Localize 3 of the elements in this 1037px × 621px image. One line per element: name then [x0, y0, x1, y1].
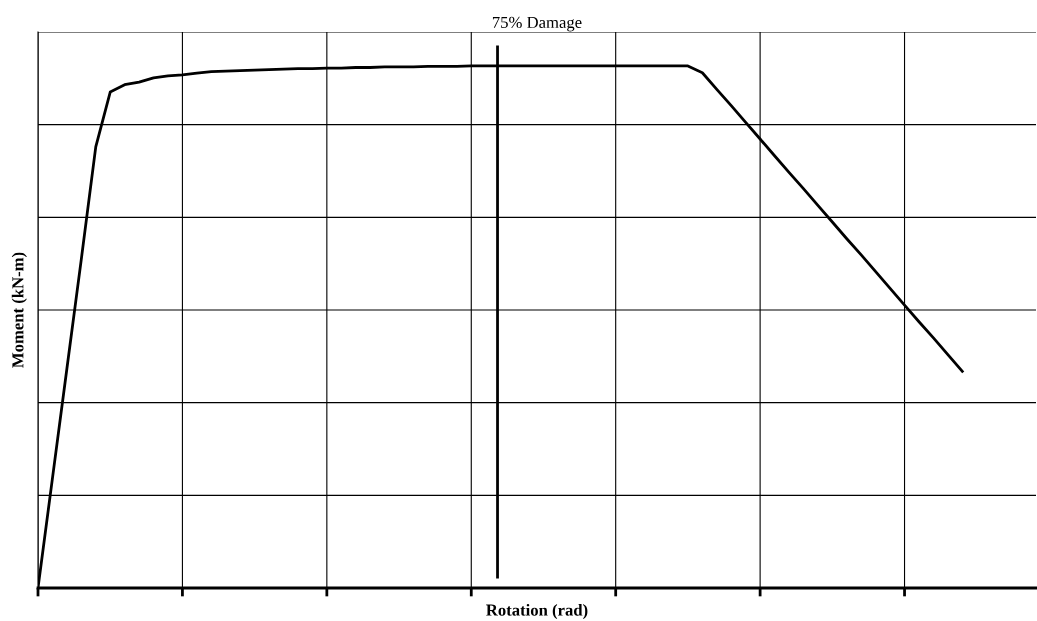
x-axis-title: Rotation (rad) — [486, 603, 588, 620]
y-axis-title: Moment (kN-m) — [11, 252, 27, 368]
chart-title: 75% Damage — [492, 16, 582, 32]
